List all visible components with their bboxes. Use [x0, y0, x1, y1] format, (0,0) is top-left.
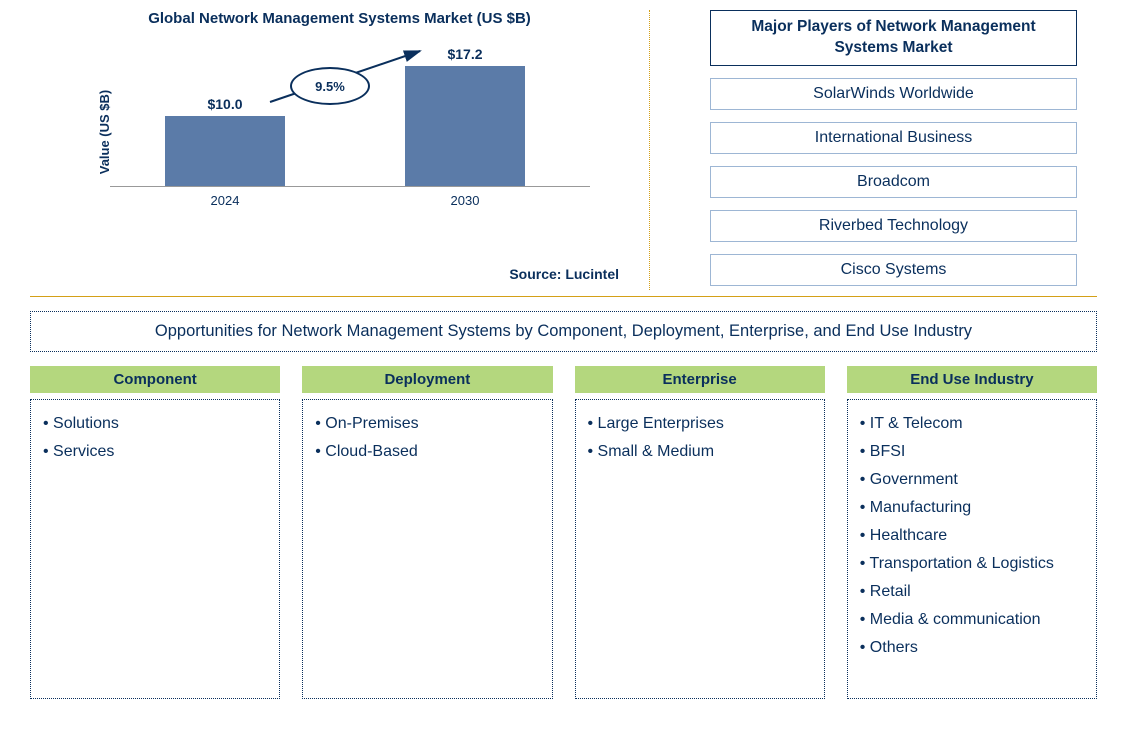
chart-title: Global Network Management Systems Market… — [40, 10, 639, 27]
player-box: SolarWinds Worldwide — [710, 78, 1077, 110]
column-body: Large EnterprisesSmall & Medium — [575, 399, 825, 699]
players-title: Major Players of Network Management Syst… — [710, 10, 1077, 66]
column-header: End Use Industry — [847, 366, 1097, 393]
list-item: Transportation & Logistics — [860, 550, 1084, 578]
growth-label: 9.5% — [315, 79, 345, 94]
list-item: Solutions — [43, 410, 267, 438]
opportunity-column: Deployment On-PremisesCloud-Based — [302, 366, 552, 699]
list-item: On-Premises — [315, 410, 539, 438]
chart-panel: Global Network Management Systems Market… — [30, 10, 650, 290]
player-box: Cisco Systems — [710, 254, 1077, 286]
chart-plot: 9.5% $10.02024$17.22030 — [110, 47, 590, 187]
column-body: On-PremisesCloud-Based — [302, 399, 552, 699]
top-row: Global Network Management Systems Market… — [30, 10, 1097, 290]
source-label: Source: Lucintel — [509, 266, 619, 282]
opportunity-column: Enterprise Large EnterprisesSmall & Mediu… — [575, 366, 825, 699]
column-body: IT & TelecomBFSIGovernmentManufacturingH… — [847, 399, 1097, 699]
chart-area: Value (US $B) 9.5% $10.02024$17.22030 — [110, 47, 590, 217]
players-panel: Major Players of Network Management Syst… — [650, 10, 1097, 290]
column-body: SolutionsServices — [30, 399, 280, 699]
opportunities-title: Opportunities for Network Management Sys… — [30, 311, 1097, 352]
list-item: Healthcare — [860, 522, 1084, 550]
player-box: Broadcom — [710, 166, 1077, 198]
list-item: Manufacturing — [860, 494, 1084, 522]
list-item: Services — [43, 438, 267, 466]
column-header: Deployment — [302, 366, 552, 393]
list-item: BFSI — [860, 438, 1084, 466]
xtick-2024: 2024 — [165, 193, 285, 208]
xtick-2030: 2030 — [405, 193, 525, 208]
list-item: Media & communication — [860, 606, 1084, 634]
list-item: Retail — [860, 578, 1084, 606]
bar-label-2024: $10.0 — [165, 96, 285, 112]
bar-label-2030: $17.2 — [405, 46, 525, 62]
list-item: Government — [860, 466, 1084, 494]
column-header: Component — [30, 366, 280, 393]
player-box: International Business — [710, 122, 1077, 154]
list-item: Small & Medium — [588, 438, 812, 466]
list-item: IT & Telecom — [860, 410, 1084, 438]
opportunity-column: Component SolutionsServices — [30, 366, 280, 699]
list-item: Others — [860, 634, 1084, 662]
opportunity-columns: Component SolutionsServices Deployment On-P… — [30, 366, 1097, 699]
opportunity-column: End Use Industry IT & TelecomBFSIGovernme… — [847, 366, 1097, 699]
bar-2030 — [405, 66, 525, 186]
list-item: Large Enterprises — [588, 410, 812, 438]
column-header: Enterprise — [575, 366, 825, 393]
list-item: Cloud-Based — [315, 438, 539, 466]
divider — [30, 296, 1097, 297]
bar-2024 — [165, 116, 285, 186]
growth-ellipse: 9.5% — [290, 67, 370, 105]
player-box: Riverbed Technology — [710, 210, 1077, 242]
